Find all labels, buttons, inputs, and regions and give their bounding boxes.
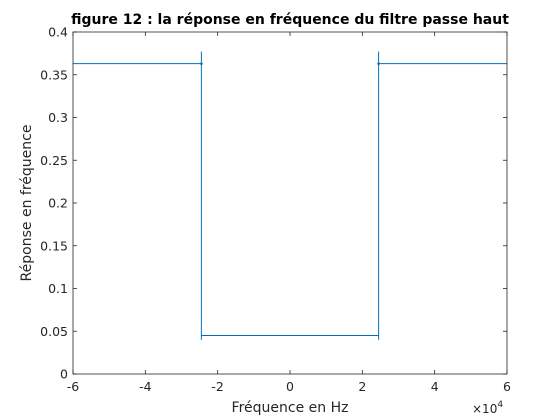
x-tick-label: -4 (139, 379, 152, 394)
series-point (377, 62, 380, 65)
y-tick-label: 0.4 (48, 25, 68, 40)
plot-area (73, 51, 507, 340)
y-tick-label: 0.15 (40, 238, 68, 253)
y-tick-label: 0.2 (48, 196, 68, 211)
x-tick-label: -6 (67, 379, 80, 394)
x-tick-label: 0 (286, 379, 294, 394)
chart-title: figure 12 : la réponse en fréquence du f… (71, 12, 509, 28)
y-tick-label: 0.3 (48, 110, 68, 125)
y-tick-label: 0.05 (40, 324, 68, 339)
y-axis-label: Réponse en fréquence (19, 125, 35, 282)
x-tick-label: -2 (211, 379, 223, 394)
x-tick-label: 4 (431, 379, 439, 394)
y-tick-label: 0.35 (40, 67, 68, 82)
x-tick-label: 6 (503, 379, 511, 394)
x-tick-label: 2 (358, 379, 366, 394)
series-line-0 (73, 51, 507, 340)
x-axis-multiplier: ×104 (472, 400, 503, 416)
x-axis-label: Fréquence en Hz (232, 400, 349, 416)
x-axis-multiplier-exponent: 4 (497, 400, 503, 410)
y-tick-label: 0.25 (40, 153, 68, 168)
y-tick-label: 0 (60, 367, 68, 382)
y-tick-label: 0.1 (48, 281, 68, 296)
series-point (200, 62, 203, 65)
axes: -6 -4 -2 0 2 4 6 0 0.05 0.1 0.15 0.2 0.25 0.3 0.35 0.4 (40, 25, 511, 395)
x-axis-multiplier-base: ×10 (472, 402, 497, 416)
